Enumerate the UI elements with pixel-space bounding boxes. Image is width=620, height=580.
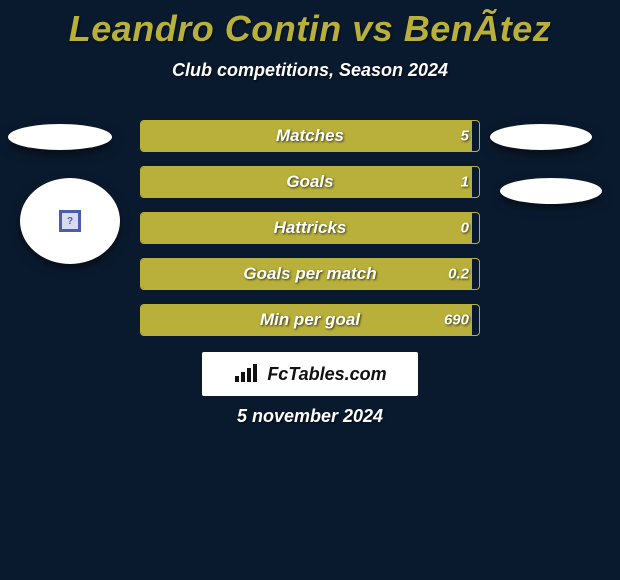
player-right-top-ellipse xyxy=(490,124,592,150)
footer-date: 5 november 2024 xyxy=(0,406,620,427)
stat-fill xyxy=(141,259,472,289)
stat-row: Goals per match0.2 xyxy=(140,258,480,290)
stat-fill xyxy=(141,121,472,151)
stats-chart: Matches5 Goals1 Hattricks0 Goals per match0… xyxy=(140,120,480,350)
stat-row: Hattricks0 xyxy=(140,212,480,244)
branding-box: FcTables.com xyxy=(202,352,418,396)
stat-fill xyxy=(141,213,472,243)
page-subtitle: Club competitions, Season 2024 xyxy=(0,60,620,81)
crest-placeholder-icon: ? xyxy=(59,210,81,232)
player-right-bottom-ellipse xyxy=(500,178,602,204)
player-left-ellipse xyxy=(8,124,112,150)
stat-fill xyxy=(141,305,472,335)
stat-fill xyxy=(141,167,472,197)
stat-row: Matches5 xyxy=(140,120,480,152)
stat-row: Min per goal690 xyxy=(140,304,480,336)
stat-row: Goals1 xyxy=(140,166,480,198)
branding-bars-icon xyxy=(233,364,261,384)
branding-text: FcTables.com xyxy=(267,364,386,385)
club-crest-left: ? xyxy=(20,178,120,264)
page-title: Leandro Contin vs BenÃ­tez xyxy=(0,0,620,50)
